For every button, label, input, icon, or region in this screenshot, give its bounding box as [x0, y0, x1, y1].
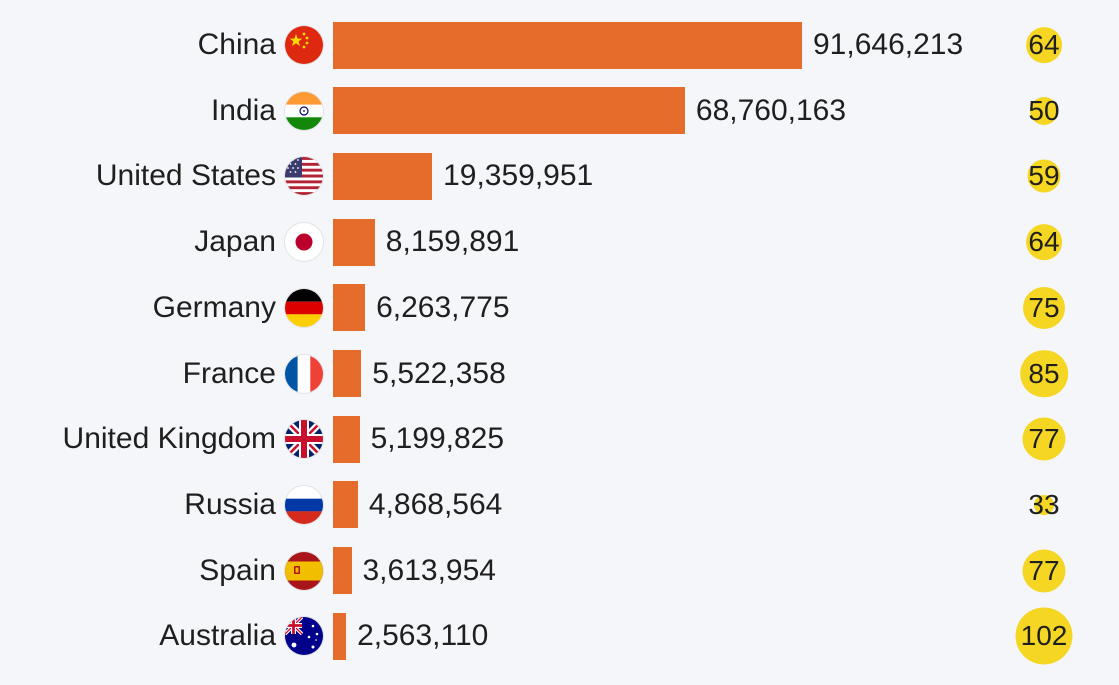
secondary-value-label: 64 [1028, 226, 1060, 258]
bar [333, 612, 347, 660]
category-label: France [182, 356, 276, 390]
secondary-value-badge [1020, 349, 1068, 398]
category-label: United States [95, 159, 276, 193]
secondary-value-label: 85 [1028, 357, 1060, 389]
bar [333, 481, 358, 529]
value-label: 5,522,358 [372, 356, 506, 390]
bar [333, 547, 352, 595]
india-flag-icon [285, 91, 323, 130]
bar [333, 87, 685, 135]
secondary-value-label: 77 [1028, 423, 1060, 455]
bar-row-china: China 91,646,213 64 [0, 12, 1119, 78]
russia-flag-icon [285, 485, 323, 524]
secondary-value-label: 75 [1028, 291, 1060, 323]
china-flag-icon [285, 26, 323, 64]
secondary-value-label: 102 [1020, 620, 1068, 652]
secondary-value-badge [1022, 417, 1066, 461]
bar-row-australia: Australia 2,563,110 102 [0, 603, 1119, 669]
value-label: 6,263,775 [376, 290, 510, 324]
value-label: 5,199,825 [370, 422, 505, 456]
bar-row-germany: Germany 6,263,775 75 [0, 275, 1119, 341]
bar-row-france: France 5,522,358 85 [0, 341, 1119, 407]
secondary-value-badge [1022, 549, 1066, 593]
bar-row-india: India 68,760,163 50 [0, 78, 1119, 144]
category-label: India [210, 93, 276, 127]
secondary-value-badge [1034, 494, 1054, 515]
bar [333, 21, 802, 69]
bar [333, 218, 375, 266]
bar-row-united-states: United States 19,359,951 59 [0, 143, 1119, 209]
secondary-value-label: 59 [1028, 160, 1060, 192]
bar-row-japan: Japan 8,159,891 64 [0, 209, 1119, 275]
australia-flag-icon [285, 617, 323, 656]
bar [333, 415, 360, 463]
value-label: 8,159,891 [385, 225, 520, 259]
spain-flag-icon [285, 551, 323, 590]
bar [333, 284, 366, 332]
united-kingdom-flag-icon [285, 420, 323, 459]
secondary-value-badge [1015, 607, 1073, 665]
secondary-value-label: 77 [1028, 554, 1060, 586]
category-label: Spain [199, 553, 276, 587]
value-label: 91,646,213 [813, 28, 964, 61]
value-label: 19,359,951 [443, 159, 594, 193]
category-label: Australia [159, 619, 276, 653]
value-label: 68,760,163 [695, 93, 847, 127]
category-label: United Kingdom [62, 422, 276, 456]
value-label: 4,868,564 [368, 487, 503, 521]
secondary-value-badge [1026, 224, 1062, 260]
secondary-value-badge [1023, 286, 1065, 329]
united-states-flag-icon [285, 157, 323, 196]
bar-row-united-kingdom: United Kingdom 5,199,825 77 [0, 406, 1119, 472]
bar [333, 152, 433, 200]
secondary-value-badge [1027, 159, 1061, 193]
value-label: 2,563,110 [357, 619, 489, 653]
category-label: Russia [184, 487, 276, 521]
bar-row-spain: Spain 3,613,954 77 [0, 538, 1119, 604]
secondary-value-label: 50 [1028, 94, 1060, 126]
secondary-value-label: 64 [1028, 29, 1060, 60]
bar-row-russia: Russia 4,868,564 33 [0, 472, 1119, 538]
category-label: China [197, 28, 276, 61]
category-label: Germany [152, 290, 276, 324]
bar [333, 350, 362, 397]
france-flag-icon [285, 354, 323, 393]
secondary-value-label: 33 [1028, 488, 1060, 520]
secondary-value-badge [1030, 96, 1058, 125]
category-label: Japan [194, 225, 276, 259]
japan-flag-icon [285, 223, 323, 262]
secondary-value-badge [1026, 27, 1062, 63]
germany-flag-icon [285, 288, 323, 327]
value-label: 3,613,954 [362, 553, 496, 587]
